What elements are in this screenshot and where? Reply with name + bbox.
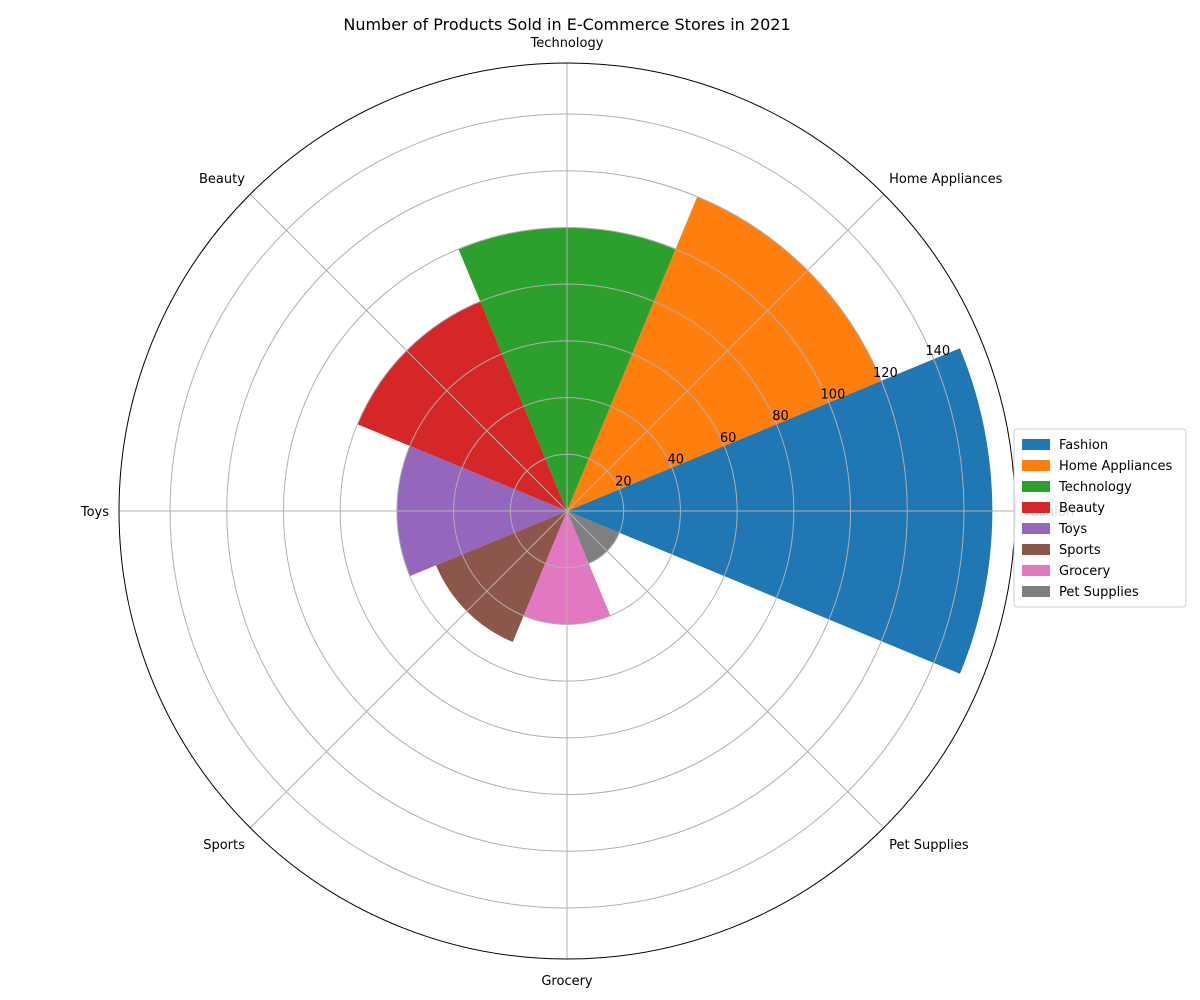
legend-label-fashion: Fashion <box>1059 438 1108 453</box>
legend-swatch-sports <box>1022 544 1050 555</box>
angular-gridline <box>249 193 568 512</box>
radial-tick-label: 20 <box>615 474 632 489</box>
legend-label-toys: Toys <box>1058 522 1087 537</box>
category-label-grocery: Grocery <box>541 974 593 989</box>
category-label-technology: Technology <box>530 36 604 51</box>
legend-swatch-home-appliances <box>1022 460 1050 471</box>
radial-tick-label: 60 <box>720 431 737 446</box>
bars-layer <box>357 196 993 674</box>
legend-swatch-pet-supplies <box>1022 586 1050 597</box>
category-label-sports: Sports <box>203 838 245 853</box>
category-label-pet-supplies: Pet Supplies <box>889 838 969 853</box>
legend-label-pet-supplies: Pet Supplies <box>1059 585 1139 600</box>
legend-swatch-toys <box>1022 523 1050 534</box>
legend-label-beauty: Beauty <box>1059 501 1105 516</box>
angular-gridline <box>249 510 568 829</box>
legend: Fashion Home Appliances Technology Beauty To… <box>1013 428 1187 608</box>
legend-swatch-beauty <box>1022 502 1050 513</box>
category-label-beauty: Beauty <box>199 172 245 187</box>
grid-layer <box>119 63 1015 959</box>
radial-tick-label: 120 <box>873 366 898 381</box>
legend-frame <box>1013 428 1187 608</box>
legend-swatch-fashion <box>1022 439 1050 450</box>
legend-label-grocery: Grocery <box>1059 564 1111 579</box>
radial-tick-labels: 20 40 60 80 100 120 140 <box>615 344 950 489</box>
radial-tick-label: 100 <box>821 387 846 402</box>
legend-label-home-appliances: Home Appliances <box>1059 459 1172 474</box>
radial-tick-label: 40 <box>668 453 685 468</box>
angular-gridline <box>566 510 885 829</box>
radial-tick-label: 80 <box>772 409 789 424</box>
radial-tick-label: 140 <box>925 344 950 359</box>
legend-swatch-grocery <box>1022 565 1050 576</box>
legend-label-technology: Technology <box>1058 480 1132 495</box>
legend-label-sports: Sports <box>1059 543 1101 558</box>
angular-gridline <box>566 193 885 512</box>
category-label-home-appliances: Home Appliances <box>889 172 1002 187</box>
chart-title: Number of Products Sold in E-Commerce St… <box>343 15 790 34</box>
category-label-toys: Toys <box>80 505 109 520</box>
legend-swatch-technology <box>1022 481 1050 492</box>
